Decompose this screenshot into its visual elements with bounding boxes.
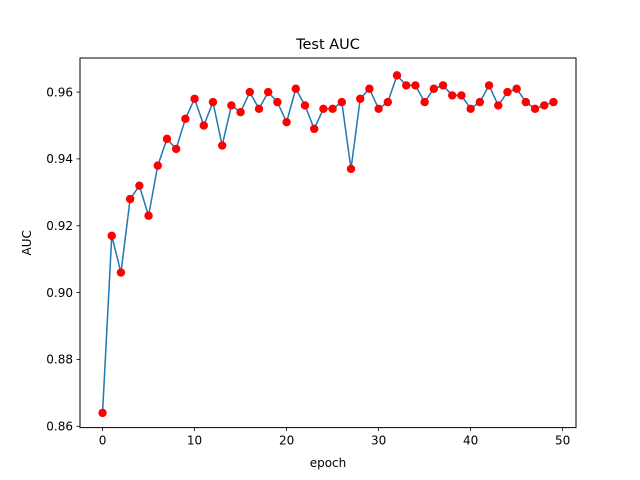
data-point [135, 181, 144, 190]
data-point [227, 101, 236, 110]
plot-area [98, 71, 558, 418]
data-point [374, 104, 383, 113]
data-point [199, 121, 208, 130]
data-point [411, 81, 420, 90]
y-tick-label: 0.86 [46, 420, 73, 434]
axes-frame [79, 57, 577, 429]
data-point [181, 114, 190, 124]
data-point [549, 97, 558, 107]
data-point [540, 101, 549, 110]
data-point [125, 194, 135, 204]
data-point [337, 97, 346, 107]
data-point [475, 97, 485, 107]
data-point [300, 101, 310, 110]
data-point [356, 94, 365, 103]
x-tick-label: 50 [555, 434, 570, 448]
data-point [162, 134, 172, 144]
data-point [319, 104, 328, 113]
data-point [494, 101, 503, 110]
data-point [365, 84, 374, 93]
data-point [503, 87, 512, 97]
y-tick-label: 0.94 [46, 152, 73, 166]
data-point [217, 141, 227, 150]
data-point [153, 161, 162, 170]
data-point [236, 107, 245, 117]
data-point [328, 104, 337, 113]
data-point [484, 81, 494, 90]
data-point [245, 87, 254, 97]
x-axis: 0 10 20 30 40 50 [99, 427, 570, 448]
x-axis-label: epoch [310, 456, 347, 470]
data-point [310, 124, 319, 134]
data-point [282, 117, 291, 127]
data-point [466, 104, 475, 113]
y-tick-label: 0.90 [46, 286, 73, 300]
data-point [420, 97, 429, 107]
data-point [144, 211, 153, 220]
x-tick-label: 10 [187, 434, 202, 448]
data-point [402, 81, 411, 90]
data-point [291, 84, 300, 93]
data-point [512, 84, 521, 93]
data-point [521, 97, 531, 107]
data-point [346, 164, 356, 174]
data-point [273, 97, 282, 107]
y-axis: 0.86 0.88 0.90 0.92 0.94 0.96 [46, 85, 80, 434]
data-point [438, 81, 448, 90]
data-point [383, 97, 393, 107]
x-tick-label: 30 [371, 434, 386, 448]
y-tick-label: 0.96 [46, 85, 73, 99]
x-tick-label: 40 [463, 434, 478, 448]
x-tick-label: 0 [99, 434, 107, 448]
data-point [171, 144, 181, 154]
y-axis-label: AUC [20, 230, 34, 255]
data-point [254, 104, 264, 113]
chart-title: Test AUC [295, 37, 360, 53]
data-point [208, 97, 218, 107]
data-point [98, 408, 107, 418]
data-point [263, 87, 273, 97]
data-point [429, 84, 439, 93]
y-tick-label: 0.88 [46, 353, 73, 367]
data-point [457, 91, 466, 100]
data-point [190, 94, 199, 103]
data-point [448, 91, 457, 100]
data-point [107, 231, 116, 240]
data-point [116, 268, 126, 277]
y-tick-label: 0.92 [46, 219, 73, 233]
data-point [392, 71, 402, 80]
data-point [530, 104, 540, 113]
x-tick-label: 20 [279, 434, 294, 448]
